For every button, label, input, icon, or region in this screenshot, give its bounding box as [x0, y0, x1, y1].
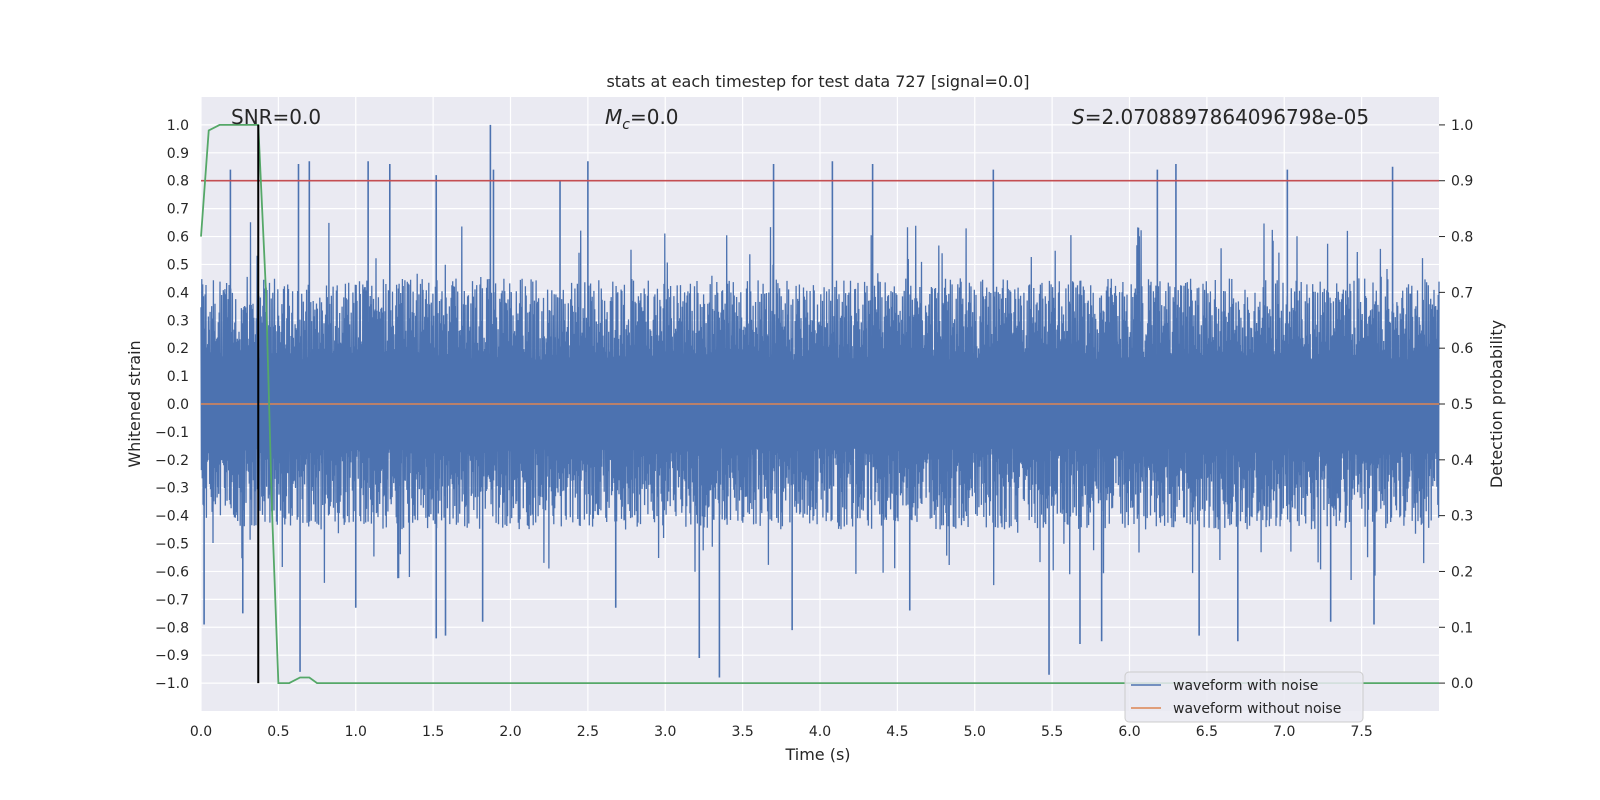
snr-annotation: SNR=0.0	[231, 105, 321, 129]
y-tick-label: 0.6	[167, 230, 189, 246]
x-tick-label: 1.5	[422, 724, 444, 740]
legend: waveform with noise waveform without noi…	[1124, 671, 1364, 723]
x-tick-label: 2.0	[499, 724, 521, 740]
x-tick-label: 0.0	[190, 724, 212, 740]
y-tick-label: −0.5	[155, 537, 189, 553]
y-tick-label: −0.8	[155, 620, 189, 636]
y-right-axis-label: Detection probability	[1487, 320, 1506, 488]
y-tick-label: 0.2	[167, 341, 189, 357]
mc-value: =0.0	[630, 105, 679, 129]
x-tick-label: 7.5	[1350, 724, 1372, 740]
y-tick-label: 0.7	[167, 202, 189, 218]
y-tick-label: 1.0	[167, 118, 189, 134]
y-right-tick-label: 0.1	[1451, 620, 1473, 636]
y-right-tick-label: 0.6	[1451, 341, 1473, 357]
mc-annotation: Mc=0.0	[605, 105, 679, 133]
y-right-axis-ticks: 1.0 0.9 0.8 0.7 0.6 0.5 0.4 0.3 0.2 0.1 0.0	[1439, 118, 1473, 692]
probability-trace	[200, 124, 1439, 684]
y-tick-label: −0.2	[155, 453, 189, 469]
y-right-tick-label: 0.4	[1451, 453, 1473, 469]
s-symbol: S	[1072, 105, 1085, 129]
y-axis-ticks: 1.0 0.9 0.8 0.7 0.6 0.5 0.4 0.3 0.2 0.1 0.0 −0.1 −0.…	[155, 118, 189, 692]
y-right-tick-label: 1.0	[1451, 118, 1473, 134]
y-right-tick-label: 0.8	[1451, 230, 1473, 246]
mc-subscript: c	[622, 117, 630, 133]
y-tick-label: 0.4	[167, 285, 189, 301]
waveform-with-noise	[200, 124, 1440, 678]
y-tick-label: −0.9	[155, 648, 189, 664]
x-tick-label: 5.0	[964, 724, 986, 740]
y-tick-label: −1.0	[155, 676, 189, 692]
x-tick-label: 2.5	[577, 724, 599, 740]
x-axis-label: Time (s)	[784, 745, 850, 764]
y-tick-label: 0.9	[167, 146, 189, 162]
x-tick-label: 4.0	[809, 724, 831, 740]
x-tick-label: 7.0	[1273, 724, 1295, 740]
y-right-tick-label: 0.5	[1451, 397, 1473, 413]
mc-symbol: M	[605, 105, 622, 129]
y-tick-label: 0.8	[167, 174, 189, 190]
y-tick-label: −0.6	[155, 564, 189, 580]
y-axis-label: Whitened strain	[125, 340, 144, 467]
x-tick-label: 5.5	[1041, 724, 1063, 740]
x-tick-label: 4.5	[886, 724, 908, 740]
s-annotation: S=2.0708897864096798e-05	[1072, 105, 1369, 129]
x-tick-label: 6.0	[1118, 724, 1140, 740]
noise-trace	[200, 222, 1440, 586]
y-right-tick-label: 0.7	[1451, 285, 1473, 301]
y-tick-label: −0.4	[155, 509, 189, 525]
y-tick-label: −0.3	[155, 481, 189, 497]
y-tick-label: 0.1	[167, 369, 189, 385]
y-right-tick-label: 0.9	[1451, 174, 1473, 190]
x-tick-label: 3.5	[731, 724, 753, 740]
detection-probability-line	[200, 124, 1439, 684]
chart-title: stats at each timestep for test data 727…	[606, 72, 1029, 91]
x-tick-label: 0.5	[267, 724, 289, 740]
legend-label-waveform-without-noise: waveform without noise	[1173, 701, 1341, 717]
x-tick-label: 3.0	[654, 724, 676, 740]
x-axis-ticks: 0.0 0.5 1.0 1.5 2.0 2.5 3.0 3.5 4.0 4.5 5.0 5.5 6.0 6…	[190, 724, 1373, 740]
y-tick-label: 0.3	[167, 313, 189, 329]
legend-box	[1124, 671, 1364, 723]
y-right-tick-label: 0.0	[1451, 676, 1473, 692]
y-right-tick-label: 0.3	[1451, 509, 1473, 525]
y-right-tick-label: 0.2	[1451, 564, 1473, 580]
s-value: =2.0708897864096798e-05	[1085, 105, 1369, 129]
y-tick-label: −0.7	[155, 592, 189, 608]
legend-label-waveform-with-noise: waveform with noise	[1173, 678, 1318, 694]
y-tick-label: −0.1	[155, 425, 189, 441]
y-tick-label: 0.5	[167, 257, 189, 273]
y-tick-label: 0.0	[167, 397, 189, 413]
x-tick-label: 6.5	[1196, 724, 1218, 740]
x-tick-label: 1.0	[345, 724, 367, 740]
